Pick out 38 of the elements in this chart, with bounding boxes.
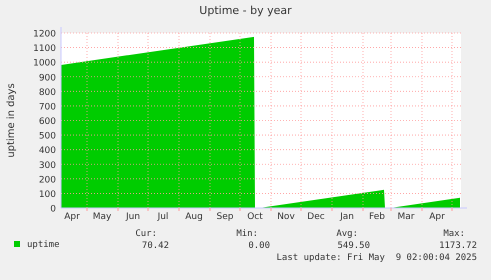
- text: 549.50: [337, 241, 370, 251]
- y-tick-label: 500: [38, 132, 56, 142]
- y-tick-label: 900: [38, 73, 56, 84]
- legend-label: uptime: [27, 240, 60, 250]
- x-tick-label: Jun: [124, 212, 140, 222]
- x-tick-label: Aug: [185, 212, 203, 222]
- text: Last update: Fri May 9 02:00:04 2025: [276, 253, 477, 263]
- x-tick-label: Nov: [277, 212, 296, 222]
- y-tick-label: 300: [38, 160, 56, 171]
- x-tick-label: Feb: [369, 212, 386, 222]
- x-tick-label: Mar: [398, 212, 415, 222]
- x-tick-label: Oct: [247, 212, 264, 222]
- y-tick-label: 700: [38, 102, 56, 112]
- y-tick-label: 1100: [33, 44, 56, 54]
- x-tick-label: Jan: [339, 212, 354, 222]
- text: Min:: [236, 229, 258, 239]
- text: Avg:: [336, 229, 358, 239]
- text: 70.42: [142, 241, 169, 251]
- y-tick-label: 1200: [33, 30, 56, 40]
- text: Max:: [443, 229, 465, 239]
- y-tick-label: 600: [38, 117, 56, 127]
- y-tick-label: 400: [38, 146, 56, 156]
- x-tick-label: Jul: [156, 212, 168, 222]
- x-tick-label: Apr: [64, 212, 80, 222]
- chart-title: Uptime - by year: [199, 4, 292, 17]
- y-tick-label: 800: [38, 88, 56, 98]
- x-tick-label: Apr: [429, 212, 446, 222]
- y-axis-title: uptime in days: [6, 83, 17, 158]
- text: 0.00: [248, 241, 270, 251]
- text: Cur:: [135, 229, 157, 239]
- text: 1173.72: [439, 241, 477, 251]
- x-tick-label: Sep: [216, 212, 234, 222]
- y-tick-label: 0: [50, 204, 56, 214]
- y-tick-label: 1000: [33, 58, 56, 69]
- x-tick-label: May: [92, 212, 112, 222]
- y-tick-label: 100: [38, 190, 56, 200]
- x-tick-label: Dec: [307, 212, 325, 222]
- y-tick-label: 200: [38, 175, 56, 186]
